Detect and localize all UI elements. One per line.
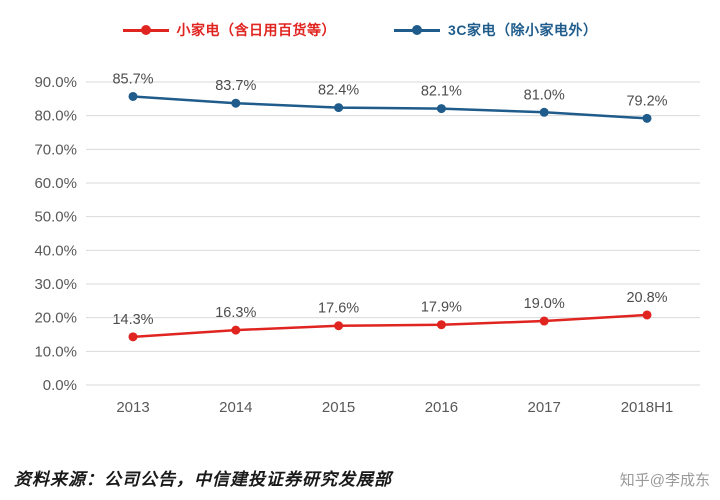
svg-text:17.9%: 17.9% [421,300,462,316]
svg-text:60.0%: 60.0% [34,175,77,192]
svg-text:82.1%: 82.1% [421,84,462,100]
svg-text:17.6%: 17.6% [318,301,359,317]
svg-text:2016: 2016 [425,399,458,416]
svg-text:2017: 2017 [528,399,561,416]
svg-text:0.0%: 0.0% [43,377,77,394]
svg-text:83.7%: 83.7% [215,78,256,94]
svg-text:2018H1: 2018H1 [621,399,674,416]
svg-text:30.0%: 30.0% [34,276,77,293]
legend-dot-shape [412,25,423,35]
svg-text:14.3%: 14.3% [112,312,153,328]
legend-item-small-appliances: 小家电（含日用百货等） [122,20,337,40]
legend-item-3c-appliances: 3C家电（除小家电外） [394,20,597,40]
red-line-marker-icon [122,25,169,35]
svg-text:40.0%: 40.0% [34,242,77,259]
svg-text:82.4%: 82.4% [318,83,359,99]
svg-text:20.0%: 20.0% [34,310,77,327]
legend-dot-shape [140,25,151,35]
svg-text:2015: 2015 [322,399,355,416]
chart-footer: 资料来源：公司公告，中信建投证券研究发展部 知乎@李成东 [14,465,710,490]
svg-text:90.0%: 90.0% [34,74,77,91]
svg-text:10.0%: 10.0% [34,343,77,360]
svg-text:50.0%: 50.0% [34,209,77,226]
svg-text:85.7%: 85.7% [112,71,153,87]
legend-label-small-appliances: 小家电（含日用百货等） [176,22,337,38]
svg-text:16.3%: 16.3% [215,305,256,321]
svg-text:2014: 2014 [219,399,252,416]
svg-text:79.2%: 79.2% [626,93,667,109]
svg-text:70.0%: 70.0% [34,141,77,158]
line-chart: 0.0% 10.0% 20.0% 30.0% 40.0% 50.0% 60.0% 70.0% 8… [34,71,700,416]
source-text: 资料来源：公司公告，中信建投证券研究发展部 [14,470,392,489]
watermark-text: 知乎@李成东 [619,472,710,489]
svg-text:80.0%: 80.0% [34,108,77,125]
legend-label-3c-appliances: 3C家电（除小家电外） [448,22,598,38]
svg-text:2013: 2013 [116,399,149,416]
svg-text:19.0%: 19.0% [524,296,565,312]
blue-line-marker-icon [394,25,441,35]
svg-text:81.0%: 81.0% [524,87,565,103]
svg-text:20.8%: 20.8% [626,290,667,306]
chart-legend: 小家电（含日用百货等） 3C家电（除小家电外） [0,20,720,40]
